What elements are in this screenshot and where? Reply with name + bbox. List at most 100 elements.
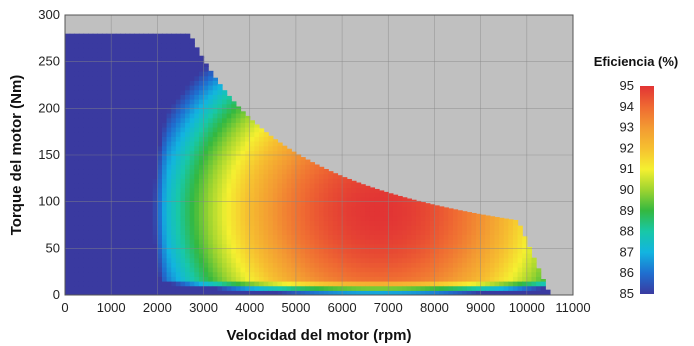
heatmap-cell [286,159,292,165]
heatmap-cell [245,169,251,175]
heatmap-cell [286,192,292,198]
heatmap-cell [166,141,172,147]
heatmap-cell [175,290,182,295]
heatmap-cell [342,197,348,203]
heatmap-cell [212,225,218,231]
heatmap-cell [471,225,477,231]
heatmap-cell [69,108,75,114]
heatmap-cell [101,276,108,282]
heatmap-cell [235,215,242,221]
heatmap-cell [383,262,389,268]
heatmap-cell [65,94,71,100]
heatmap-cell [222,215,228,221]
heatmap-cell [245,141,251,147]
heatmap-cell [101,145,108,151]
heatmap-cell [198,89,205,95]
heatmap-cell [180,201,186,207]
heatmap-cell [194,94,200,100]
heatmap-cell [157,178,163,184]
heatmap-cell [425,203,431,207]
heatmap-cell [65,192,71,198]
heatmap-cell [166,150,172,156]
heatmap-cell [508,267,514,273]
heatmap-cell [471,239,477,245]
heatmap-cell [208,145,214,151]
heatmap-cell [212,159,218,165]
heatmap-cell [531,281,537,287]
heatmap-cell [180,131,186,137]
heatmap-cell [342,257,348,263]
heatmap-cell [277,257,283,263]
heatmap-cell [138,201,145,207]
heatmap-cell [462,225,468,231]
heatmap-cell [319,215,325,221]
heatmap-cell [203,173,209,179]
heatmap-cell [235,173,242,179]
heatmap-cell [402,285,408,291]
heatmap-cell [323,234,329,240]
heatmap-cell [97,66,103,72]
heatmap-cell [166,229,172,235]
heatmap-cell [194,61,200,67]
heatmap-cell [208,71,214,77]
heatmap-cell [203,103,209,109]
heatmap-cell [69,131,75,137]
heatmap-cell [494,281,500,287]
heatmap-cell [138,43,145,49]
y-tick-label: 250 [38,54,60,69]
heatmap-cell [166,43,172,49]
heatmap-cell [88,229,94,235]
heatmap-cell [452,257,459,263]
heatmap-cell [305,243,311,249]
heatmap-cell [83,220,89,226]
heatmap-cell [92,122,98,128]
heatmap-cell [434,239,440,245]
heatmap-cell [69,267,75,273]
heatmap-cell [166,248,172,254]
heatmap-cell [189,155,195,161]
heatmap-cell [171,103,177,109]
heatmap-cell [157,108,163,114]
heatmap-cell [360,271,366,277]
heatmap-cell [83,38,89,44]
heatmap-cell [286,267,292,273]
heatmap-cell [323,178,329,184]
heatmap-cell [166,285,172,291]
heatmap-cell [166,122,172,128]
heatmap-cell [101,187,108,193]
heatmap-cell [249,281,255,287]
heatmap-cell [346,262,352,268]
heatmap-cell [111,248,117,254]
heatmap-cell [305,248,311,254]
heatmap-cell [175,169,182,175]
heatmap-cell [106,71,112,77]
heatmap-cell [231,178,237,184]
heatmap-cell [222,211,228,217]
heatmap-cell [97,47,103,53]
heatmap-cell [175,262,182,268]
heatmap-cell [217,150,223,156]
heatmap-cell [295,239,302,245]
heatmap-cell [342,262,348,268]
heatmap-cell [115,192,122,198]
heatmap-cell [268,248,274,254]
heatmap-cell [217,267,223,273]
heatmap-cell [129,276,135,282]
heatmap-cell [198,80,205,86]
heatmap-cell [101,248,108,254]
heatmap-cell [157,290,163,295]
heatmap-cell [185,131,191,137]
heatmap-cell [152,253,158,259]
heatmap-cell [323,197,329,203]
heatmap-cell [319,285,325,291]
heatmap-cell [198,248,205,254]
heatmap-cell [305,225,311,231]
heatmap-cell [189,267,195,273]
heatmap-cell [88,192,94,198]
heatmap-cell [138,80,145,86]
heatmap-cell [240,187,246,193]
heatmap-cell [240,267,246,273]
heatmap-cell [175,57,182,63]
heatmap-cell [203,117,209,123]
heatmap-cell [111,271,117,277]
